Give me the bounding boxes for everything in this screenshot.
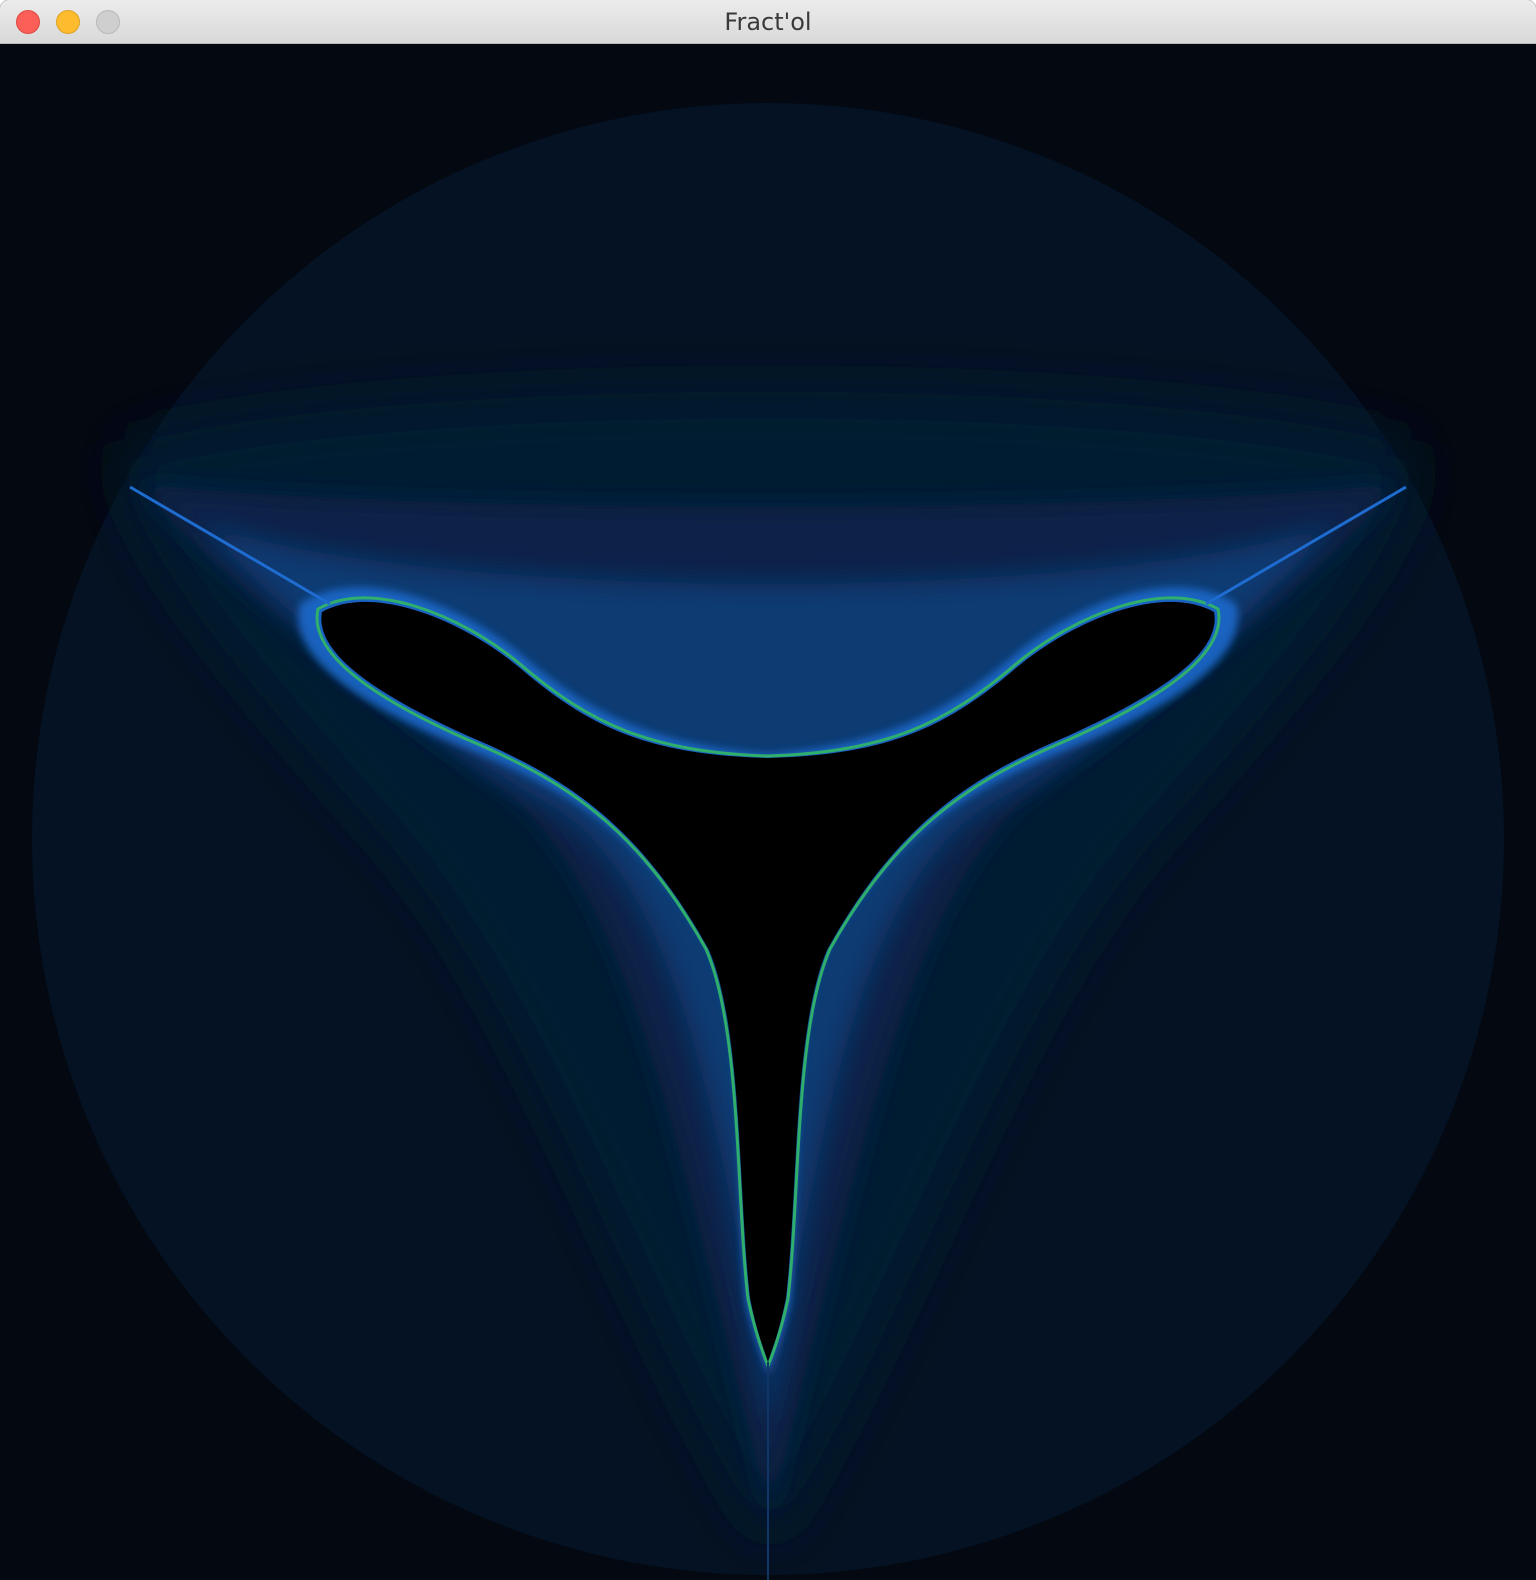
fractal-set: [321, 601, 1215, 1362]
edge-outline: [315, 596, 1221, 1371]
spike-left: [129, 485, 331, 606]
title-bar[interactable]: Fract'ol: [0, 0, 1536, 44]
minimize-button[interactable]: [56, 10, 80, 34]
fractal-canvas[interactable]: [0, 44, 1536, 1580]
spike-right: [1205, 485, 1407, 606]
close-button[interactable]: [16, 10, 40, 34]
zoom-button[interactable]: [96, 10, 120, 34]
window-title: Fract'ol: [724, 8, 812, 36]
fractal-render: [0, 44, 1536, 1580]
